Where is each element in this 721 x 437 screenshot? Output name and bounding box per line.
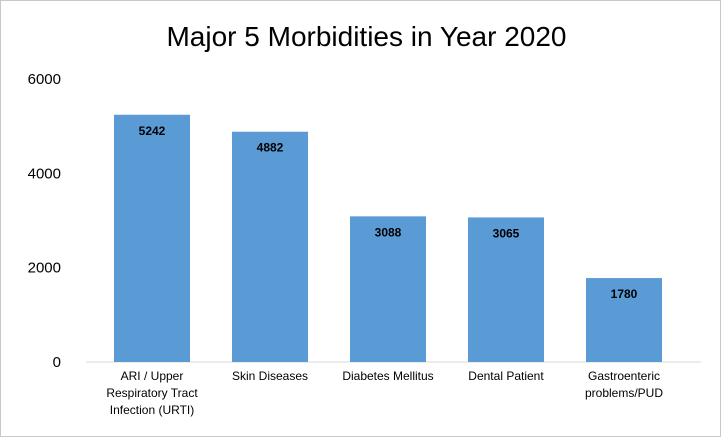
x-tick-label: ARI / Upper	[121, 369, 184, 383]
x-axis-ticks: ARI / Upper Respiratory Tract Infection (U…	[106, 369, 663, 417]
data-label: 4882	[257, 141, 284, 155]
bars	[114, 114, 662, 362]
data-labels: 5242 4882 3088 3065 1780	[139, 124, 638, 301]
y-tick-label: 6000	[28, 71, 61, 88]
chart-title: Major 5 Morbidities in Year 2020	[166, 21, 567, 52]
bar	[586, 278, 662, 362]
bar	[350, 216, 426, 362]
y-tick-label: 2000	[28, 260, 61, 277]
bar	[114, 114, 190, 362]
x-tick-label: Dental Patient	[468, 369, 544, 383]
x-tick-label: Respiratory Tract	[106, 386, 198, 400]
data-label: 3065	[493, 226, 520, 240]
y-axis-ticks: 0 2000 4000 6000	[28, 71, 61, 371]
data-label: 5242	[139, 124, 166, 138]
bar	[468, 217, 544, 362]
data-label: 3088	[375, 225, 402, 239]
x-tick-label: Diabetes Mellitus	[342, 369, 433, 383]
x-tick-label: Infection (URTI)	[110, 403, 194, 417]
x-tick-label: Skin Diseases	[232, 369, 308, 383]
x-tick-label: problems/PUD	[585, 386, 663, 400]
x-tick-label: Gastroenteric	[588, 369, 660, 383]
y-tick-label: 0	[53, 354, 61, 371]
y-tick-label: 4000	[28, 165, 61, 182]
data-label: 1780	[611, 287, 638, 301]
bar	[232, 131, 308, 362]
